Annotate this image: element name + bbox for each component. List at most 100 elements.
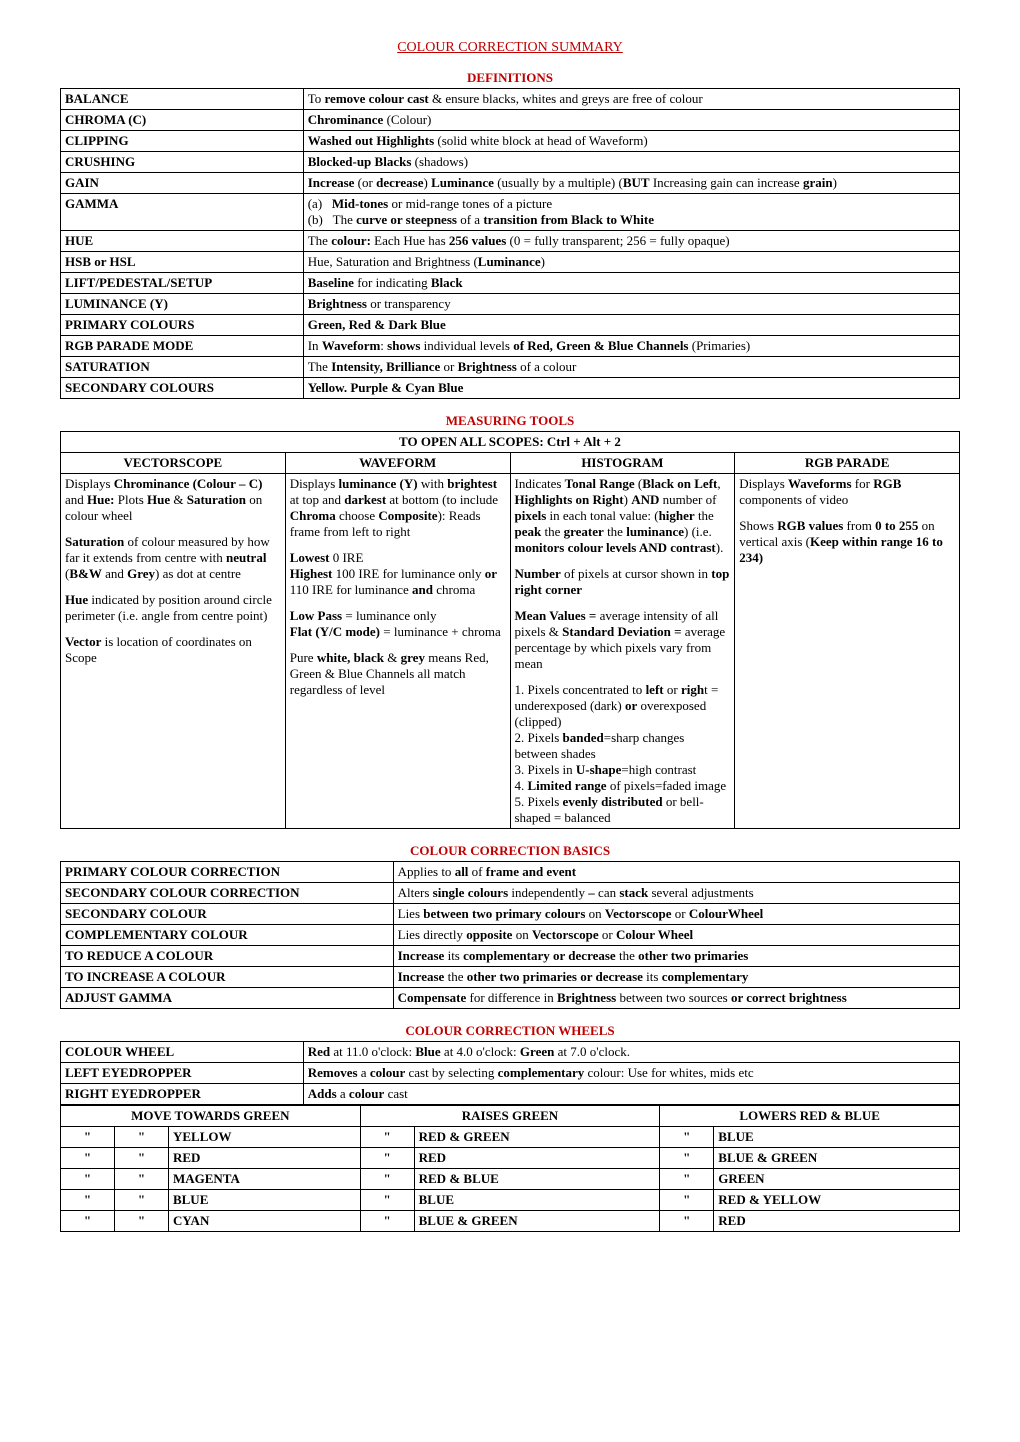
table-row: SECONDARY COLOURS Yellow. Purple & Cyan … <box>61 378 960 399</box>
definition-term: CRUSHING <box>61 152 304 173</box>
wheels-header-raises: RAISES GREEN <box>360 1106 660 1127</box>
table-row: CLIPPING Washed out Highlights (solid wh… <box>61 131 960 152</box>
measuring-open: TO OPEN ALL SCOPES: Ctrl + Alt + 2 <box>61 432 960 453</box>
definition-def: Baseline for indicating Black <box>303 273 959 294</box>
ditto: " <box>360 1211 414 1232</box>
table-row: TO INCREASE A COLOUR Increase the other … <box>61 967 960 988</box>
ditto: " <box>61 1127 115 1148</box>
wheels-top-def: Red at 11.0 o'clock: Blue at 4.0 o'clock… <box>303 1042 959 1063</box>
definition-term: GAIN <box>61 173 304 194</box>
definition-term: SECONDARY COLOURS <box>61 378 304 399</box>
wheels-top-term: COLOUR WHEEL <box>61 1042 304 1063</box>
wheels-header-lowers: LOWERS RED & BLUE <box>660 1106 960 1127</box>
ditto: " <box>360 1169 414 1190</box>
wheels-raises: RED & GREEN <box>414 1127 660 1148</box>
basics-def: Applies to all of frame and event <box>393 862 959 883</box>
basics-def: Compensate for difference in Brightness … <box>393 988 959 1009</box>
table-row: HSB or HSL Hue, Saturation and Brightnes… <box>61 252 960 273</box>
definition-def: To remove colour cast & ensure blacks, w… <box>303 89 959 110</box>
definition-def: Green, Red & Dark Blue <box>303 315 959 336</box>
definitions-table: BALANCE To remove colour cast & ensure b… <box>60 88 960 399</box>
definition-def: Hue, Saturation and Brightness (Luminanc… <box>303 252 959 273</box>
measuring-col-1: Displays luminance (Y) with brightest at… <box>285 474 510 829</box>
table-row: SECONDARY COLOUR CORRECTION Alters singl… <box>61 883 960 904</box>
measuring-header-0: VECTORSCOPE <box>61 453 286 474</box>
measuring-col-2: Indicates Tonal Range (Black on Left, Hi… <box>510 474 735 829</box>
table-row: TO REDUCE A COLOUR Increase its compleme… <box>61 946 960 967</box>
wheels-move: YELLOW <box>168 1127 360 1148</box>
definition-term: PRIMARY COLOURS <box>61 315 304 336</box>
wheels-top-def: Adds a colour cast <box>303 1084 959 1105</box>
definition-term: GAMMA <box>61 194 304 231</box>
definition-term: CLIPPING <box>61 131 304 152</box>
wheels-move: RED <box>168 1148 360 1169</box>
definition-term: HSB or HSL <box>61 252 304 273</box>
basics-term: TO REDUCE A COLOUR <box>61 946 394 967</box>
measuring-header-3: RGB PARADE <box>735 453 960 474</box>
basics-def: Lies between two primary colours on Vect… <box>393 904 959 925</box>
definition-term: SATURATION <box>61 357 304 378</box>
ditto: " <box>660 1211 714 1232</box>
ditto: " <box>61 1148 115 1169</box>
wheels-top-term: LEFT EYEDROPPER <box>61 1063 304 1084</box>
basics-term: SECONDARY COLOUR CORRECTION <box>61 883 394 904</box>
table-row: ADJUST GAMMA Compensate for difference i… <box>61 988 960 1009</box>
wheels-lowers: GREEN <box>714 1169 960 1190</box>
table-row: LEFT EYEDROPPER Removes a colour cast by… <box>61 1063 960 1084</box>
ditto: " <box>660 1148 714 1169</box>
definition-term: CHROMA (C) <box>61 110 304 131</box>
definition-def: The colour: Each Hue has 256 values (0 =… <box>303 231 959 252</box>
wheels-lowers: BLUE & GREEN <box>714 1148 960 1169</box>
basics-term: TO INCREASE A COLOUR <box>61 967 394 988</box>
table-row: SATURATION The Intensity, Brilliance or … <box>61 357 960 378</box>
basics-term: ADJUST GAMMA <box>61 988 394 1009</box>
wheels-raises: RED <box>414 1148 660 1169</box>
table-row: COMPLEMENTARY COLOUR Lies directly oppos… <box>61 925 960 946</box>
definition-term: RGB PARADE MODE <box>61 336 304 357</box>
wheels-top-def: Removes a colour cast by selecting compl… <box>303 1063 959 1084</box>
basics-table: PRIMARY COLOUR CORRECTION Applies to all… <box>60 861 960 1009</box>
basics-def: Lies directly opposite on Vectorscope or… <box>393 925 959 946</box>
section-definitions: DEFINITIONS <box>60 70 960 86</box>
wheels-sub-table: MOVE TOWARDS GREEN RAISES GREEN LOWERS R… <box>60 1105 960 1232</box>
page-title: COLOUR CORRECTION SUMMARY <box>60 40 960 56</box>
definition-def: The Intensity, Brilliance or Brightness … <box>303 357 959 378</box>
definition-def: In Waveform: shows individual levels of … <box>303 336 959 357</box>
table-row: RGB PARADE MODE In Waveform: shows indiv… <box>61 336 960 357</box>
basics-term: SECONDARY COLOUR <box>61 904 394 925</box>
measuring-header-1: WAVEFORM <box>285 453 510 474</box>
table-row: HUE The colour: Each Hue has 256 values … <box>61 231 960 252</box>
table-row: SECONDARY COLOUR Lies between two primar… <box>61 904 960 925</box>
definition-term: BALANCE <box>61 89 304 110</box>
table-row: RIGHT EYEDROPPER Adds a colour cast <box>61 1084 960 1105</box>
basics-term: PRIMARY COLOUR CORRECTION <box>61 862 394 883</box>
table-row: ""MAGENTA"RED & BLUE"GREEN <box>61 1169 960 1190</box>
basics-def: Increase its complementary or decrease t… <box>393 946 959 967</box>
ditto: " <box>61 1211 115 1232</box>
definition-def: Chrominance (Colour) <box>303 110 959 131</box>
definition-def: Blocked-up Blacks (shadows) <box>303 152 959 173</box>
section-measuring: MEASURING TOOLS <box>60 413 960 429</box>
table-row: ""BLUE"BLUE"RED & YELLOW <box>61 1190 960 1211</box>
table-row: GAMMA (a) Mid-tones or mid-range tones o… <box>61 194 960 231</box>
table-row: ""CYAN"BLUE & GREEN"RED <box>61 1211 960 1232</box>
table-row: PRIMARY COLOURS Green, Red & Dark Blue <box>61 315 960 336</box>
wheels-move: BLUE <box>168 1190 360 1211</box>
ditto: " <box>660 1127 714 1148</box>
definition-def: Washed out Highlights (solid white block… <box>303 131 959 152</box>
wheels-header-move: MOVE TOWARDS GREEN <box>61 1106 361 1127</box>
ditto: " <box>660 1169 714 1190</box>
definition-term: LUMINANCE (Y) <box>61 294 304 315</box>
ditto: " <box>114 1169 168 1190</box>
table-row: COLOUR WHEEL Red at 11.0 o'clock: Blue a… <box>61 1042 960 1063</box>
table-row: CHROMA (C) Chrominance (Colour) <box>61 110 960 131</box>
basics-def: Alters single colours independently – ca… <box>393 883 959 904</box>
definition-def: (a) Mid-tones or mid-range tones of a pi… <box>303 194 959 231</box>
table-row: PRIMARY COLOUR CORRECTION Applies to all… <box>61 862 960 883</box>
measuring-col-0: Displays Chrominance (Colour – C) and Hu… <box>61 474 286 829</box>
definition-term: LIFT/PEDESTAL/SETUP <box>61 273 304 294</box>
definition-def: Increase (or decrease) Luminance (usuall… <box>303 173 959 194</box>
measuring-table: TO OPEN ALL SCOPES: Ctrl + Alt + 2 VECTO… <box>60 431 960 829</box>
wheels-raises: BLUE & GREEN <box>414 1211 660 1232</box>
table-row: LUMINANCE (Y) Brightness or transparency <box>61 294 960 315</box>
